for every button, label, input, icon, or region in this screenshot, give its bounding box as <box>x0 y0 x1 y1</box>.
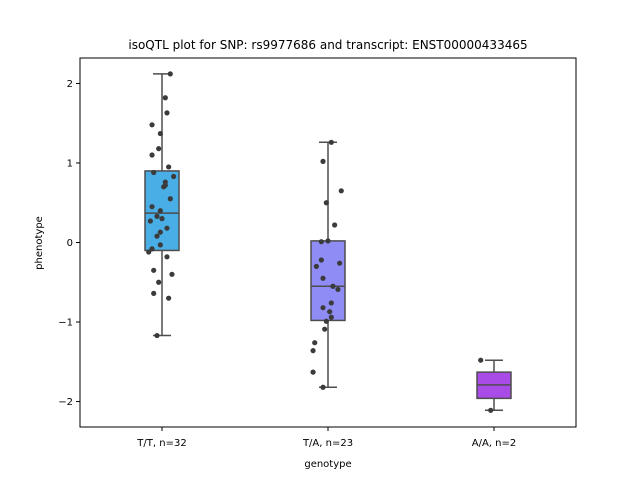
data-point <box>166 164 172 170</box>
data-point <box>327 309 333 315</box>
x-tick-label: T/A, n=23 <box>302 438 353 449</box>
data-point <box>310 369 316 375</box>
data-point <box>310 348 316 354</box>
data-point <box>313 263 319 269</box>
data-point <box>328 139 334 145</box>
x-axis: T/T, n=32 T/A, n=23 A/A, n=2 <box>136 427 516 449</box>
data-point <box>164 225 170 231</box>
data-point <box>157 242 163 248</box>
data-point <box>164 254 170 260</box>
data-point <box>312 340 318 346</box>
data-point <box>149 246 155 252</box>
x-tick-label: A/A, n=2 <box>472 438 517 449</box>
data-point <box>322 326 328 332</box>
data-point <box>146 249 152 255</box>
data-point <box>169 271 175 277</box>
data-point <box>171 173 177 180</box>
data-point <box>318 239 324 245</box>
data-point <box>320 158 326 164</box>
data-point <box>337 260 343 266</box>
data-point <box>156 279 162 285</box>
data-point <box>320 384 326 390</box>
data-point <box>151 267 157 273</box>
data-point <box>151 290 157 296</box>
plot-area <box>144 71 512 413</box>
data-point <box>154 332 160 339</box>
x-axis-title: genotype <box>304 459 351 470</box>
data-point <box>167 196 173 202</box>
data-point <box>147 218 153 224</box>
y-tick-label: 2 <box>67 79 73 90</box>
data-point <box>328 314 334 320</box>
y-axis: −2 −1 0 1 2 <box>58 79 80 408</box>
data-points <box>146 71 494 413</box>
data-point <box>154 233 160 239</box>
data-point <box>330 283 336 289</box>
data-point <box>157 229 163 235</box>
data-point <box>332 222 338 228</box>
data-point <box>162 95 168 101</box>
box-iqr <box>310 240 346 322</box>
y-axis-title: phenotype <box>34 216 45 270</box>
data-point <box>149 204 155 210</box>
chart-title: isoQTL plot for SNP: rs9977686 and trans… <box>128 38 527 52</box>
data-point <box>157 208 163 214</box>
data-point <box>328 300 334 306</box>
data-point <box>159 216 165 222</box>
data-point <box>318 257 324 263</box>
data-point <box>164 110 170 116</box>
data-point <box>325 238 331 244</box>
data-point <box>151 169 157 176</box>
data-point <box>162 182 168 188</box>
data-point <box>166 295 172 301</box>
y-tick-label: 0 <box>67 238 73 249</box>
data-point <box>338 188 344 194</box>
y-tick-label: −2 <box>58 397 73 408</box>
data-point <box>488 407 494 413</box>
data-point <box>323 318 329 324</box>
data-point <box>149 122 155 128</box>
data-point <box>335 286 341 293</box>
y-tick-label: −1 <box>58 318 73 329</box>
data-point <box>167 71 173 77</box>
data-point <box>154 213 160 219</box>
data-point <box>149 152 155 158</box>
x-tick-label: T/T, n=32 <box>136 438 186 449</box>
box-group <box>476 359 512 412</box>
data-point <box>478 357 484 363</box>
data-point <box>320 275 326 281</box>
data-point <box>156 146 162 152</box>
data-point <box>323 200 329 206</box>
data-point <box>157 130 163 137</box>
y-tick-label: 1 <box>67 158 73 169</box>
box-group <box>310 141 346 388</box>
data-point <box>320 305 326 311</box>
